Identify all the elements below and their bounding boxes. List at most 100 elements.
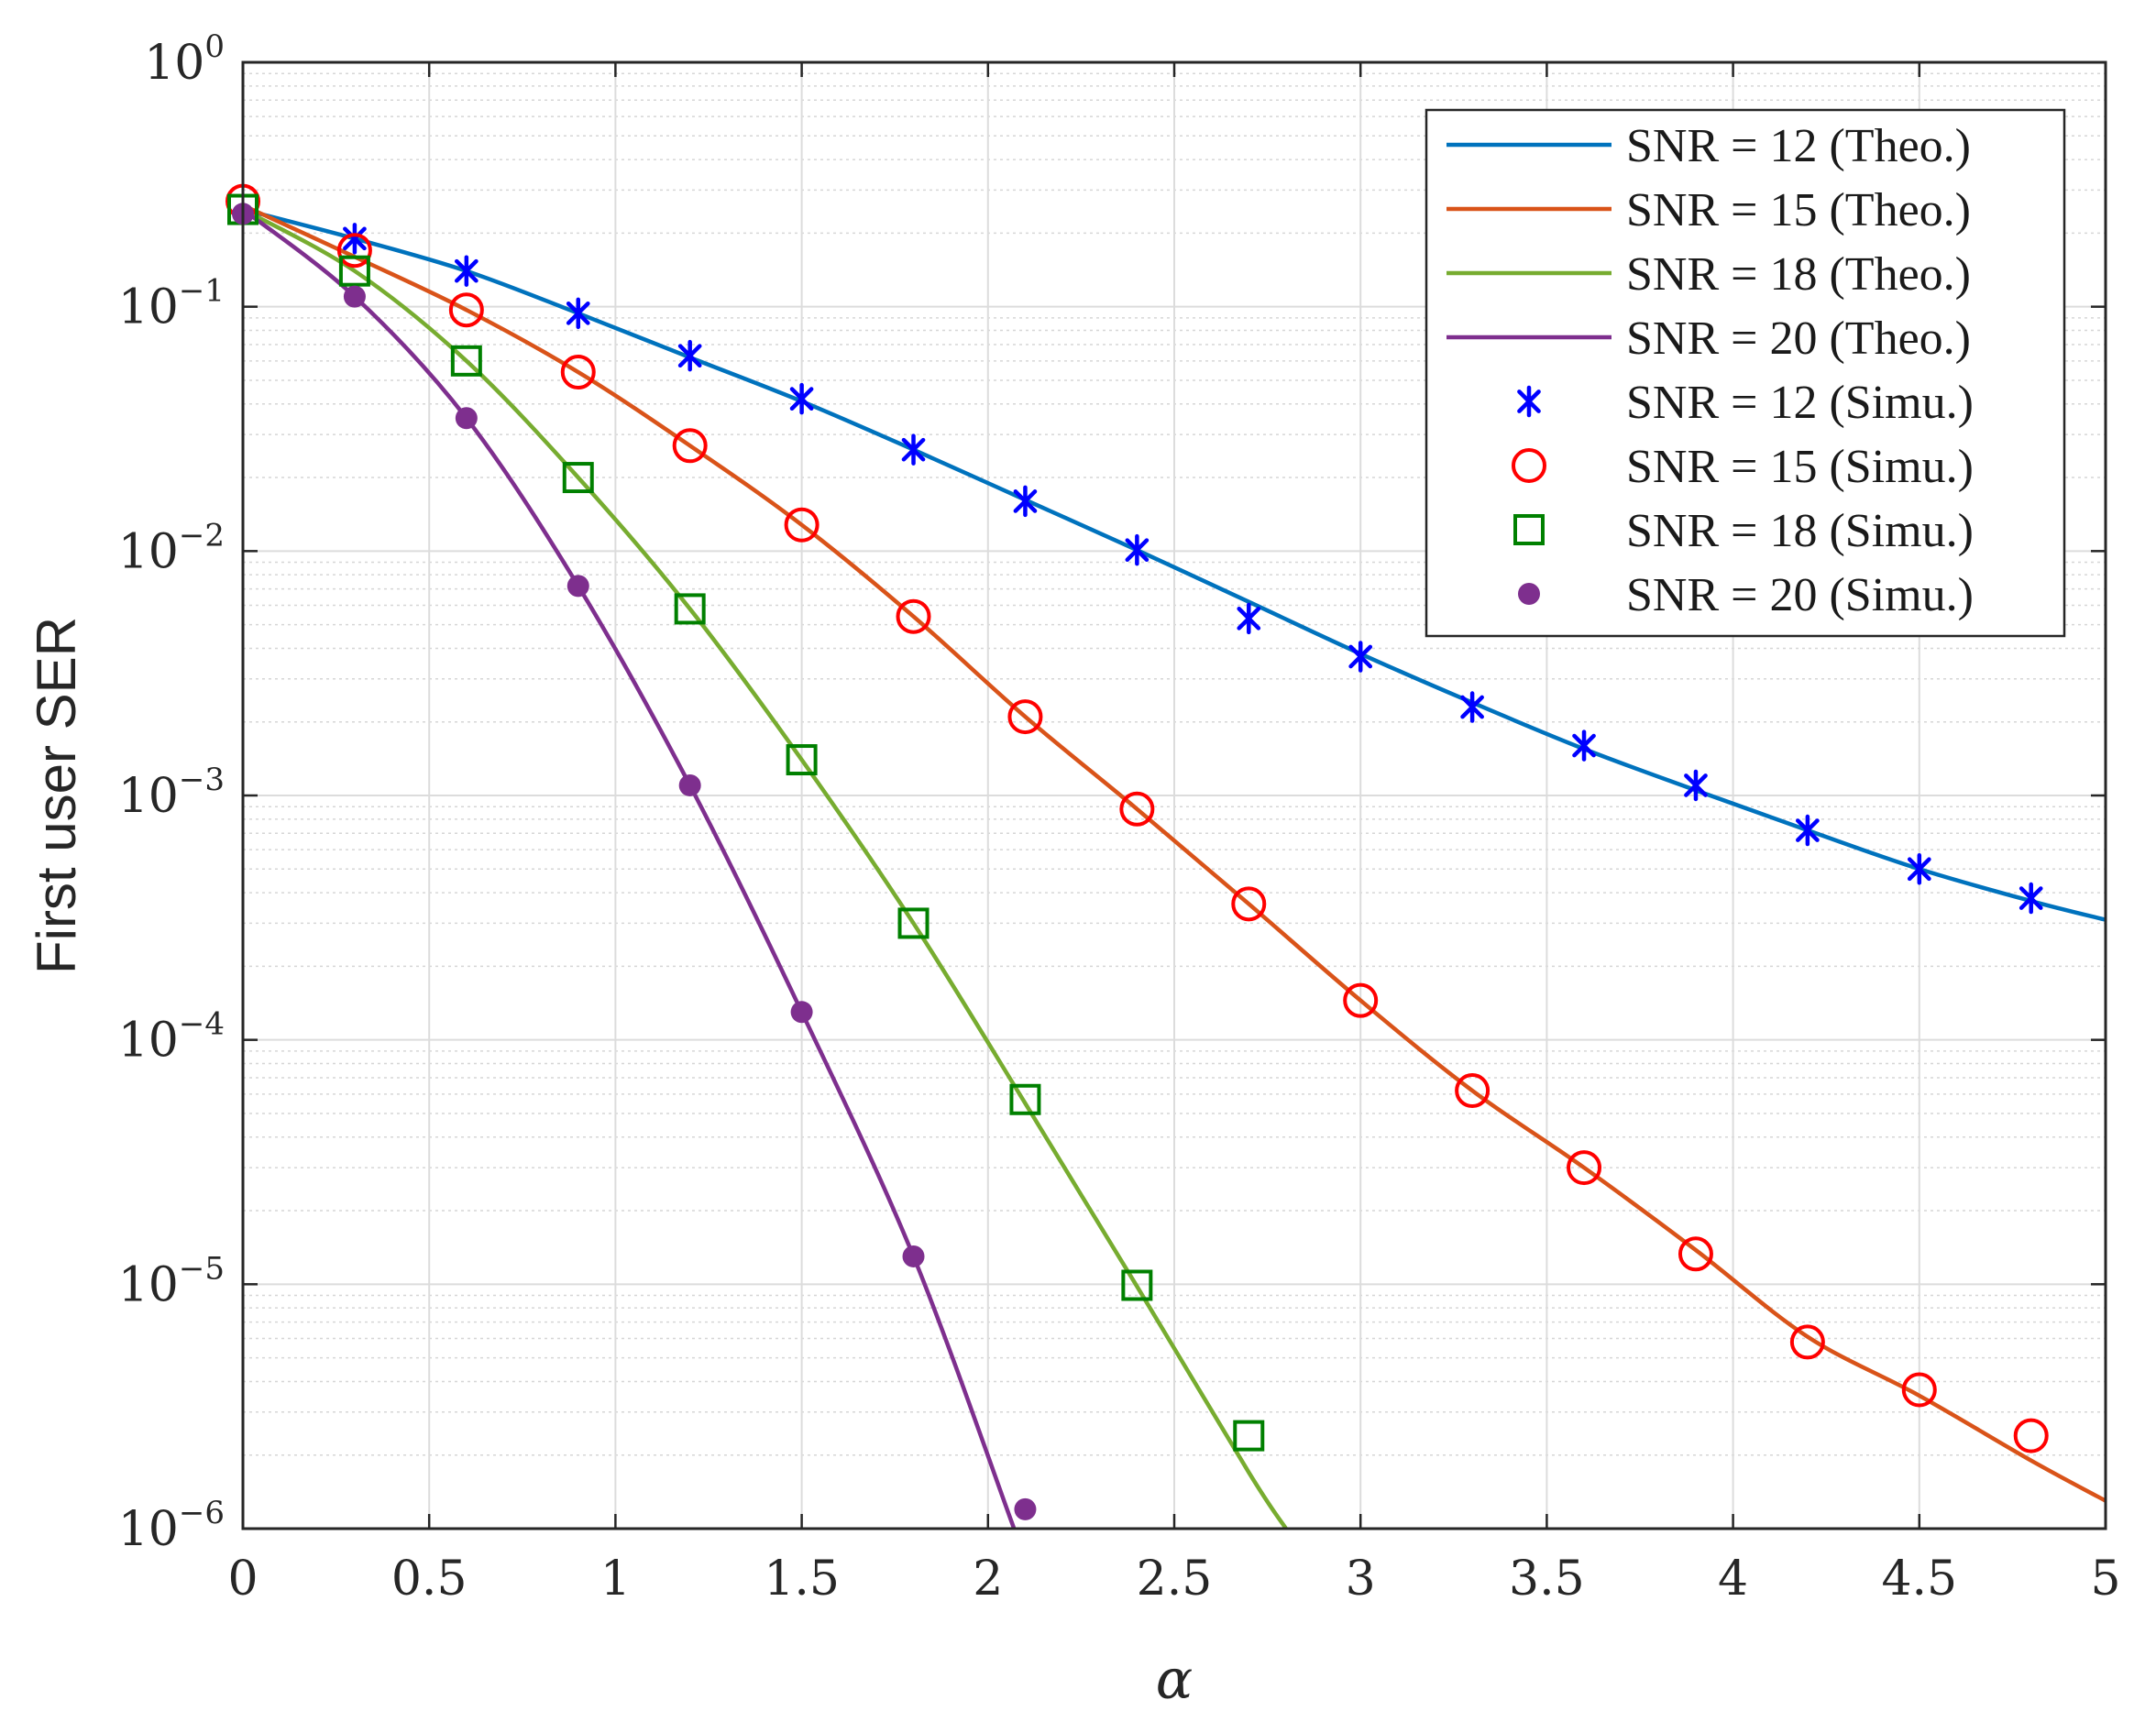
asterisk-stroke (454, 258, 478, 283)
legend-label: SNR = 12 (Simu.) (1626, 377, 1974, 429)
legend-marker-swatch (1512, 448, 1546, 483)
data-point (1233, 1420, 1265, 1452)
data-point (1455, 1073, 1490, 1109)
x-tick-label: 3.5 (1509, 1552, 1585, 1607)
data-point (343, 285, 366, 308)
data-point (2018, 882, 2043, 915)
y-tick-label: 100 (144, 28, 225, 91)
legend-entry: SNR = 20 (Simu.) (1518, 569, 1974, 621)
data-point (338, 255, 370, 287)
y-tick-label: 10−5 (118, 1250, 225, 1312)
x-tick-label: 2.5 (1137, 1552, 1213, 1607)
series-line-2 (242, 203, 2107, 1503)
asterisk-stroke (1460, 695, 1484, 719)
legend: SNR = 12 (Theo.) SNR = 15 (Theo.) SNR = 18… (1424, 108, 2066, 638)
data-point (560, 355, 596, 390)
legend-entry: SNR = 20 (Theo.) (1446, 313, 1971, 365)
asterisk-stroke (1517, 389, 1541, 413)
y-tick-label: 10−3 (118, 762, 225, 824)
data-point (1119, 791, 1155, 827)
x-tick-label: 4.5 (1881, 1552, 1957, 1607)
y-axis-label: First user SER (26, 617, 87, 974)
series-markers-1 (343, 223, 2043, 915)
asterisk-stroke (343, 226, 367, 251)
legend-label: SNR = 15 (Theo.) (1626, 184, 1971, 236)
x-tick-label: 4 (1718, 1552, 1748, 1607)
x-tick-label: 1.5 (764, 1552, 840, 1607)
data-point (455, 407, 478, 430)
y-tick-label: 10−6 (118, 1495, 225, 1557)
data-point (450, 345, 482, 377)
legend-label: SNR = 20 (Theo.) (1626, 313, 1971, 365)
legend-marker-swatch (1518, 583, 1540, 605)
asterisk-stroke (901, 437, 926, 462)
x-tick-label: 5 (2090, 1552, 2120, 1607)
x-tick-label: 0.5 (391, 1552, 468, 1607)
asterisk-stroke (1348, 644, 1373, 669)
asterisk-stroke (1013, 489, 1038, 513)
data-point (674, 593, 706, 625)
data-point (1907, 853, 1931, 885)
data-point (1572, 729, 1596, 762)
legend-label: SNR = 18 (Simu.) (1626, 505, 1974, 557)
legend-label: SNR = 12 (Theo.) (1626, 120, 1971, 172)
data-point (1125, 533, 1150, 566)
data-point (1014, 1497, 1037, 1520)
data-point (678, 773, 701, 796)
legend-entry: SNR = 18 (Simu.) (1513, 505, 1974, 557)
data-point (1684, 769, 1708, 802)
series-markers-3 (227, 193, 1265, 1452)
asterisk-stroke (789, 387, 814, 411)
asterisk-stroke (1125, 538, 1150, 563)
series-layer (226, 183, 2107, 1530)
legend-marker-swatch (1513, 514, 1545, 545)
asterisk-stroke (1237, 607, 1261, 631)
data-point (784, 507, 820, 543)
data-point (1796, 814, 1820, 847)
data-point (897, 907, 930, 939)
asterisk-stroke (2018, 886, 2043, 910)
data-point (1231, 886, 1267, 922)
data-point (1013, 485, 1038, 518)
x-tick-label: 0 (227, 1552, 258, 1607)
legend-label: SNR = 15 (Simu.) (1626, 441, 1974, 493)
data-point (790, 1001, 813, 1024)
data-point (677, 339, 702, 372)
x-tick-label: 2 (973, 1552, 1003, 1607)
data-point (1009, 1083, 1041, 1115)
y-tick-label: 10−2 (118, 517, 225, 579)
legend-entry: SNR = 15 (Theo.) (1446, 184, 1971, 236)
legend-entry: SNR = 15 (Simu.) (1512, 441, 1974, 493)
data-point (454, 255, 478, 287)
y-tick-label: 10−1 (118, 273, 225, 335)
data-point (1567, 1150, 1602, 1186)
data-point (1348, 641, 1373, 673)
data-point (562, 462, 594, 494)
data-point (672, 428, 708, 464)
legend-entry: SNR = 12 (Simu.) (1517, 377, 1974, 429)
grid-layer (242, 61, 2106, 1530)
data-point (1460, 691, 1484, 723)
asterisk-stroke (1684, 773, 1708, 797)
legend-entry: SNR = 12 (Theo.) (1446, 120, 1971, 172)
data-point (1007, 699, 1043, 735)
asterisk-stroke (1572, 733, 1596, 758)
x-tick-label: 1 (600, 1552, 631, 1607)
data-point (1789, 1324, 1825, 1360)
asterisk-stroke (566, 301, 590, 325)
data-point (2013, 1418, 2049, 1453)
data-point (343, 223, 367, 255)
asterisk-stroke (677, 344, 702, 368)
data-point (786, 744, 818, 776)
data-point (902, 1245, 925, 1267)
data-point (1121, 1269, 1153, 1301)
data-point (789, 382, 814, 415)
y-tick-label: 10−4 (118, 1006, 225, 1069)
data-point (566, 575, 589, 598)
legend-box (1424, 108, 2066, 638)
tick-layer: 0 0.5 1 1.5 2 2.5 3 3.5 4 4.5 5 100 10−1 10−2 10−3 10−4… (118, 28, 2121, 1607)
data-point (1678, 1236, 1713, 1272)
legend-marker-swatch (1517, 385, 1541, 418)
asterisk-stroke (1796, 818, 1820, 842)
